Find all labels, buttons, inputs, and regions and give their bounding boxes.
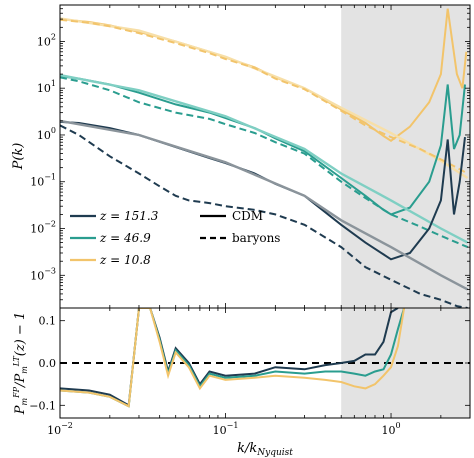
x-tick-label: 10−1 bbox=[213, 421, 239, 437]
bottom-y-tick-label: 0.1 bbox=[39, 315, 57, 328]
x-tick-label: 10−2 bbox=[47, 421, 73, 437]
top-series-line-2 bbox=[60, 18, 469, 175]
x-tick-label: 100 bbox=[381, 421, 400, 437]
legend-text-baryons: baryons bbox=[232, 231, 280, 245]
legend: z = 151.3 z = 46.9 z = 10.8 CDM baryons bbox=[70, 209, 280, 267]
top-series-line-8 bbox=[60, 124, 468, 308]
top-y-tick-label: 102 bbox=[37, 32, 56, 48]
top-y-tick-label: 10−1 bbox=[30, 173, 56, 189]
bottom-y-ticks: −0.1 0.0 0.1 bbox=[29, 315, 470, 412]
bottom-series-group bbox=[60, 308, 406, 408]
top-y-tick-label: 10−3 bbox=[30, 266, 56, 282]
legend-text-z46: z = 46.9 bbox=[99, 231, 151, 245]
legend-text-cdm: CDM bbox=[232, 209, 263, 223]
top-ylabel: P(k) bbox=[11, 143, 26, 171]
bottom-series-line-1 bbox=[60, 308, 406, 408]
bottom-xlabel: k/kNyquist bbox=[237, 441, 293, 458]
top-series-group bbox=[60, 8, 469, 308]
top-y-tick-label: 101 bbox=[37, 79, 56, 95]
top-y-tick-label: 10−2 bbox=[30, 220, 56, 236]
top-series-line-3 bbox=[60, 75, 466, 216]
top-series-line-7 bbox=[60, 119, 469, 291]
bottom-y-tick-label: −0.1 bbox=[29, 399, 56, 412]
top-series-line-4 bbox=[60, 73, 469, 244]
top-y-tick-label: 100 bbox=[37, 126, 56, 142]
bottom-series-line-2 bbox=[60, 308, 406, 408]
legend-text-z151: z = 151.3 bbox=[99, 209, 159, 223]
bottom-ylabel: PmFP/PmLT(z) − 1 bbox=[12, 312, 29, 415]
legend-text-z10: z = 10.8 bbox=[99, 253, 151, 267]
top-panel: 10−3 10−2 10−1 100 101 102 P(k) z = 151.3 z =… bbox=[11, 4, 471, 309]
bottom-y-tick-label: 0.0 bbox=[39, 357, 57, 370]
